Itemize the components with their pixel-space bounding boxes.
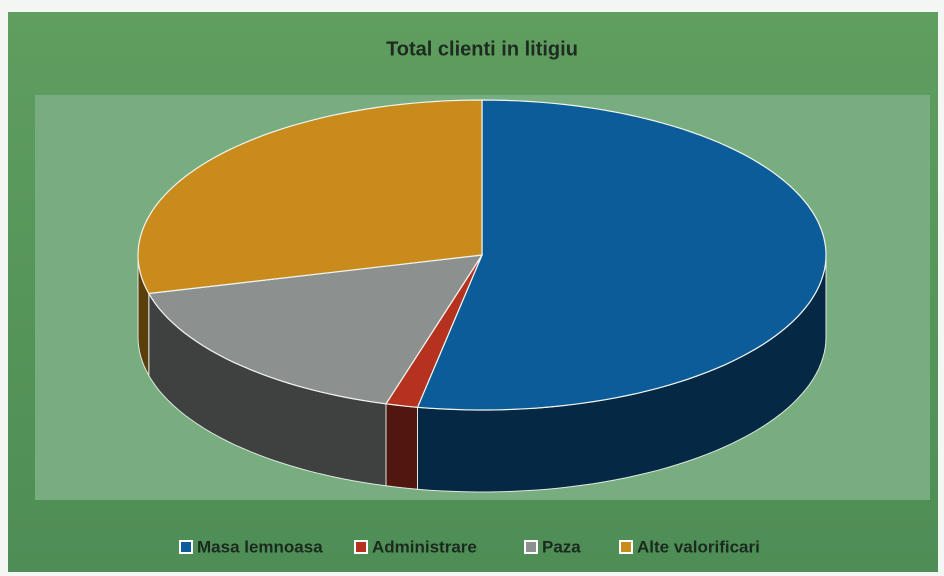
slice — [137, 99, 483, 295]
chart-title: Total clienti in litigiu — [386, 38, 578, 60]
legend-swatch — [179, 540, 193, 554]
slice — [147, 254, 484, 405]
slice-side — [385, 403, 418, 490]
legend-label: Administrare — [372, 537, 477, 556]
slice — [416, 99, 827, 411]
legend-label: Paza — [542, 537, 581, 556]
legend-swatch — [619, 540, 633, 554]
legend-swatch — [524, 540, 538, 554]
legend-label: Alte valorificari — [637, 537, 760, 556]
legend-swatch — [354, 540, 368, 554]
legend-label: Masa lemnoasa — [197, 537, 323, 556]
